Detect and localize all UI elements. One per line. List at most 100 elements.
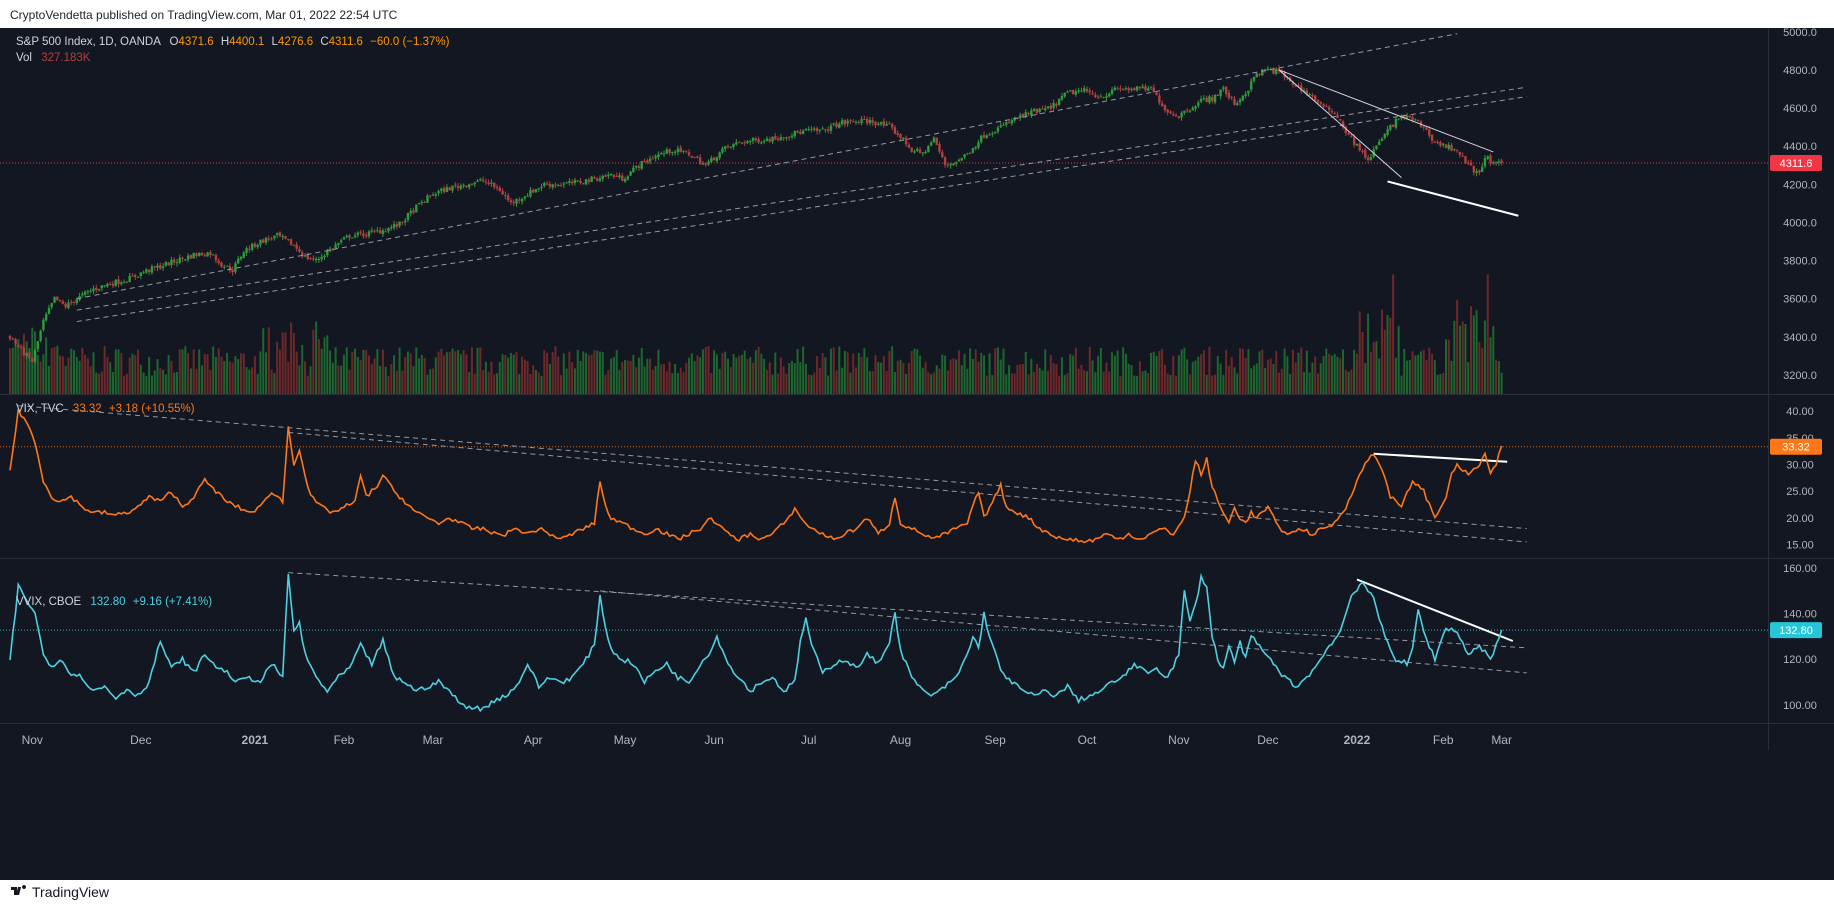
spx-trendline[interactable] bbox=[76, 33, 1458, 300]
candle-body bbox=[1394, 118, 1398, 128]
volume-bar bbox=[841, 367, 844, 394]
vvix-trendline[interactable] bbox=[1356, 578, 1514, 642]
time-label: May bbox=[614, 733, 637, 747]
candle-body bbox=[682, 150, 685, 152]
volume-bar bbox=[415, 347, 418, 394]
candle-body bbox=[273, 235, 276, 239]
vix-price-tag[interactable] bbox=[1770, 438, 1822, 455]
candle-body bbox=[743, 142, 746, 144]
volume-bar bbox=[849, 372, 852, 394]
volume-bar bbox=[518, 374, 521, 394]
volume-bar bbox=[242, 353, 245, 394]
volume-bar bbox=[796, 349, 799, 394]
candle-body bbox=[1238, 99, 1242, 103]
volume-bar bbox=[1152, 351, 1155, 394]
spx-pane[interactable] bbox=[0, 33, 1768, 394]
volume-bar bbox=[963, 353, 966, 394]
volume-bar bbox=[1342, 349, 1345, 394]
candle-body bbox=[356, 232, 360, 236]
time-axis[interactable]: Nov Dec 2021 Feb Mar Apr May Jun Jul Aug Sep Oct Nov… bbox=[22, 733, 1512, 747]
volume-bar bbox=[468, 372, 471, 394]
volume-bar bbox=[637, 357, 640, 394]
vix-series-line[interactable] bbox=[9, 408, 1503, 544]
vvix-price-tag[interactable] bbox=[1770, 622, 1822, 639]
volume-bar bbox=[1428, 347, 1431, 394]
candle-body bbox=[1480, 166, 1484, 172]
volume-bar bbox=[373, 358, 376, 394]
vix-trendline[interactable] bbox=[18, 405, 1527, 530]
spx-trendline[interactable] bbox=[1278, 69, 1402, 179]
candle-body bbox=[44, 314, 48, 321]
candle-body bbox=[1071, 89, 1075, 95]
candle-body bbox=[1199, 98, 1203, 102]
volume-bar bbox=[930, 374, 933, 394]
candle-body bbox=[117, 279, 120, 285]
candle-body bbox=[954, 162, 958, 164]
candle-body bbox=[184, 259, 187, 261]
volume-bar bbox=[309, 366, 312, 394]
candle-body bbox=[1327, 106, 1331, 111]
spx-price-tag[interactable] bbox=[1770, 155, 1822, 172]
spx-trendline[interactable] bbox=[76, 86, 1527, 311]
candle-body bbox=[1124, 88, 1128, 90]
vix-trendline[interactable] bbox=[288, 431, 1527, 543]
vix-pane[interactable] bbox=[0, 405, 1768, 544]
volume-bar bbox=[598, 351, 601, 394]
volume-bar bbox=[607, 370, 610, 394]
candle-body bbox=[211, 254, 215, 256]
volume-bar bbox=[443, 355, 446, 394]
volume-bar bbox=[568, 351, 571, 394]
candle-body bbox=[1158, 95, 1161, 103]
candle-body bbox=[362, 233, 365, 237]
candle-body bbox=[253, 243, 257, 247]
trading-chart[interactable]: 5000.0 4800.0 4600.0 4400.0 4200.0 4000.0 3800… bbox=[0, 28, 1834, 880]
volume-bar bbox=[476, 347, 479, 394]
volume-bar bbox=[111, 371, 114, 394]
volume-bar bbox=[390, 364, 393, 394]
candle-body bbox=[145, 269, 148, 273]
candle-body bbox=[1021, 114, 1025, 117]
candle-body bbox=[735, 142, 738, 145]
volume-bar bbox=[760, 353, 763, 394]
volume-bar bbox=[1202, 350, 1205, 394]
tradingview-brand[interactable]: TradingView bbox=[10, 884, 109, 900]
volume-bar bbox=[317, 338, 320, 394]
volume-bar bbox=[507, 357, 510, 394]
candle-body bbox=[384, 231, 387, 233]
volume-bar bbox=[1289, 373, 1292, 394]
candle-body bbox=[403, 220, 407, 223]
candle-body bbox=[582, 183, 585, 185]
volume-bar bbox=[1122, 347, 1125, 394]
volume-bar bbox=[651, 369, 654, 394]
candle-body bbox=[1397, 118, 1400, 120]
vix-trendline[interactable] bbox=[1373, 452, 1508, 463]
volume-bar bbox=[1495, 359, 1498, 394]
volume-bar bbox=[1250, 368, 1253, 394]
volume-bar bbox=[635, 367, 638, 394]
volume-bar bbox=[593, 350, 596, 394]
vvix-pane[interactable] bbox=[0, 572, 1768, 713]
price-axis[interactable]: 5000.0 4800.0 4600.0 4400.0 4200.0 4000.0 3800… bbox=[1770, 28, 1822, 712]
volume-bar bbox=[75, 356, 78, 394]
candle-body bbox=[1102, 97, 1105, 99]
candle-body bbox=[793, 131, 796, 137]
volume-bar bbox=[1483, 320, 1486, 394]
vvix-trendline[interactable] bbox=[599, 590, 1527, 674]
svg-text:VVIX, CBOE 132.80: VVIX, CBOE 132.80 +9.16 (+7.41%) bbox=[16, 596, 212, 608]
volume-bar bbox=[893, 372, 896, 394]
volume-bar bbox=[729, 366, 732, 394]
volume-bar bbox=[983, 355, 986, 394]
volume-bar bbox=[420, 354, 423, 394]
volume-bar bbox=[1283, 348, 1286, 394]
volume-bar bbox=[370, 364, 373, 394]
spx-trendline[interactable] bbox=[76, 96, 1527, 323]
candle-body bbox=[595, 178, 599, 181]
vvix-series-line[interactable] bbox=[9, 572, 1503, 713]
volume-bar bbox=[752, 362, 755, 394]
spx-trendline[interactable] bbox=[1387, 180, 1519, 217]
volume-bar bbox=[693, 361, 696, 394]
volume-bar bbox=[999, 359, 1002, 394]
volume-bar bbox=[11, 347, 14, 394]
candle-body bbox=[974, 146, 977, 149]
spx-trendline[interactable] bbox=[1278, 69, 1494, 153]
